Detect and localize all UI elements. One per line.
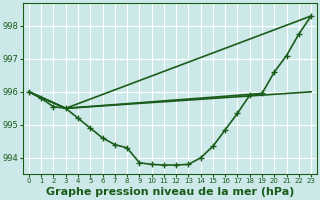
X-axis label: Graphe pression niveau de la mer (hPa): Graphe pression niveau de la mer (hPa) (46, 187, 294, 197)
